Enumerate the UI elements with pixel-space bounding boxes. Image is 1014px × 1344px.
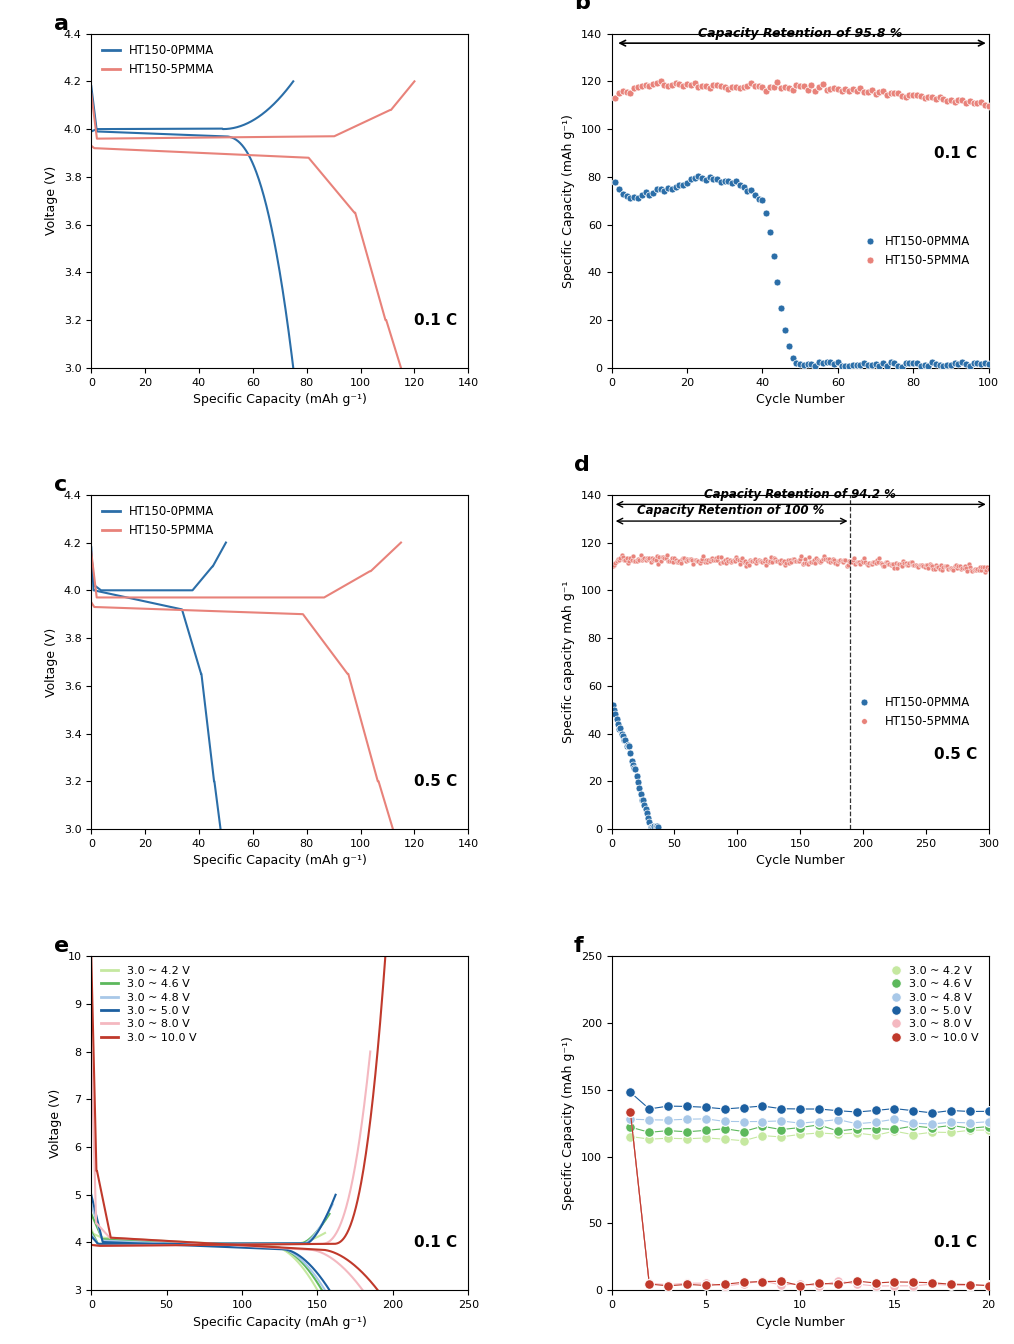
Y-axis label: Specific capacity mAh g⁻¹: Specific capacity mAh g⁻¹: [562, 581, 575, 743]
Legend: HT150-0PMMA, HT150-5PMMA: HT150-0PMMA, HT150-5PMMA: [859, 230, 975, 271]
Y-axis label: Specific Capacity (mAh g⁻¹): Specific Capacity (mAh g⁻¹): [562, 1036, 575, 1210]
Legend: HT150-0PMMA, HT150-5PMMA: HT150-0PMMA, HT150-5PMMA: [97, 501, 219, 542]
Text: e: e: [54, 935, 69, 956]
Text: 0.5 C: 0.5 C: [934, 747, 977, 762]
Legend: HT150-0PMMA, HT150-5PMMA: HT150-0PMMA, HT150-5PMMA: [97, 39, 219, 81]
X-axis label: Cycle Number: Cycle Number: [755, 1316, 845, 1328]
Legend: HT150-0PMMA, HT150-5PMMA: HT150-0PMMA, HT150-5PMMA: [848, 691, 975, 732]
X-axis label: Specific Capacity (mAh g⁻¹): Specific Capacity (mAh g⁻¹): [193, 1316, 367, 1328]
Y-axis label: Voltage (V): Voltage (V): [45, 167, 58, 235]
Text: d: d: [574, 454, 590, 474]
Text: 0.5 C: 0.5 C: [414, 774, 457, 789]
Text: c: c: [54, 474, 67, 495]
Text: f: f: [574, 935, 583, 956]
Text: Capacity Retention of 95.8 %: Capacity Retention of 95.8 %: [698, 27, 902, 39]
X-axis label: Cycle Number: Cycle Number: [755, 855, 845, 867]
Legend: 3.0 ~ 4.2 V, 3.0 ~ 4.6 V, 3.0 ~ 4.8 V, 3.0 ~ 5.0 V, 3.0 ~ 8.0 V, 3.0 ~ 10.0 V: 3.0 ~ 4.2 V, 3.0 ~ 4.6 V, 3.0 ~ 4.8 V, 3…: [96, 961, 201, 1047]
Y-axis label: Specific Capacity (mAh g⁻¹): Specific Capacity (mAh g⁻¹): [562, 114, 575, 288]
Y-axis label: Voltage (V): Voltage (V): [45, 628, 58, 696]
Text: 0.1 C: 0.1 C: [934, 145, 977, 160]
Y-axis label: Voltage (V): Voltage (V): [49, 1089, 62, 1157]
Text: 0.1 C: 0.1 C: [414, 1235, 457, 1250]
Text: Capacity Retention of 94.2 %: Capacity Retention of 94.2 %: [704, 488, 896, 501]
Text: b: b: [574, 0, 590, 13]
Text: 0.1 C: 0.1 C: [414, 313, 457, 328]
Text: 0.1 C: 0.1 C: [934, 1235, 977, 1250]
X-axis label: Specific Capacity (mAh g⁻¹): Specific Capacity (mAh g⁻¹): [193, 392, 367, 406]
X-axis label: Cycle Number: Cycle Number: [755, 392, 845, 406]
X-axis label: Specific Capacity (mAh g⁻¹): Specific Capacity (mAh g⁻¹): [193, 855, 367, 867]
Text: a: a: [54, 13, 69, 34]
Text: Capacity Retention of 100 %: Capacity Retention of 100 %: [638, 504, 824, 517]
Legend: 3.0 ~ 4.2 V, 3.0 ~ 4.6 V, 3.0 ~ 4.8 V, 3.0 ~ 5.0 V, 3.0 ~ 8.0 V, 3.0 ~ 10.0 V: 3.0 ~ 4.2 V, 3.0 ~ 4.6 V, 3.0 ~ 4.8 V, 3…: [887, 961, 984, 1047]
